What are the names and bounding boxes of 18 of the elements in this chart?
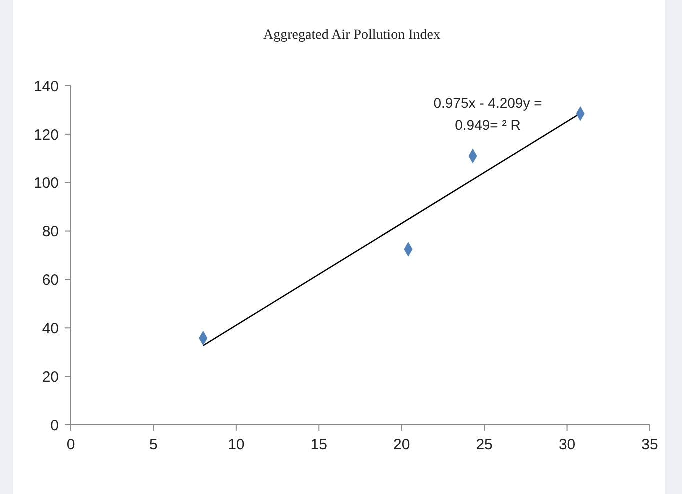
x-tick-label: 0 [66,436,76,454]
x-tick-label: 30 [558,436,576,454]
y-tick-label: 120 [34,126,59,144]
equation-note: 0.975x - 4.209y = 0.949= ² R [432,94,544,135]
x-tick-label: 35 [642,436,658,454]
x-tick-label: 15 [310,436,328,454]
y-tick-label: 80 [42,224,59,241]
x-tick-label: 5 [150,436,158,454]
y-tick-label: 20 [42,368,59,386]
x-tick-label: 20 [394,436,410,454]
chart-title: Aggregated Air Pollution Index [262,28,442,44]
x-tick-label: 25 [476,436,493,454]
y-tick-label: 100 [34,175,59,192]
y-tick-label: 60 [42,272,59,290]
y-tick-label: 0 [50,417,59,434]
y-tick-label: 40 [42,320,59,338]
x-tick-label: 10 [228,436,245,454]
y-tick-label: 140 [34,78,59,96]
